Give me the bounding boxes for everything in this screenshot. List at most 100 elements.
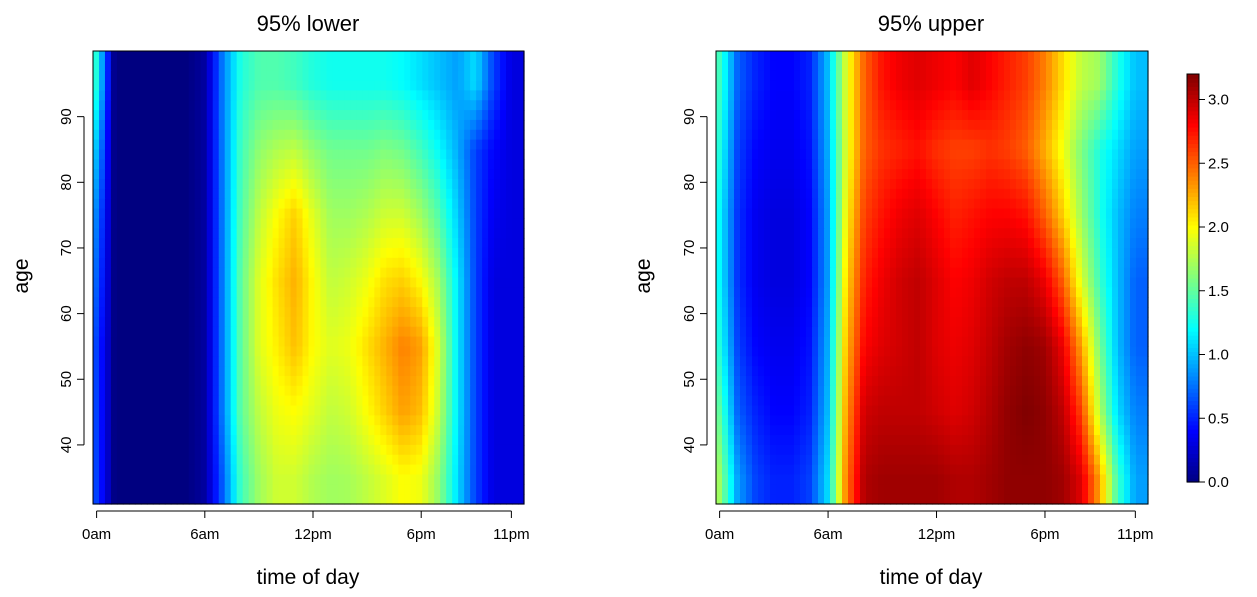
heatmap-cell xyxy=(878,129,885,141)
heatmap-cell xyxy=(422,247,429,259)
heatmap-cell xyxy=(902,129,909,141)
heatmap-cell xyxy=(1130,139,1137,151)
heatmap-cell xyxy=(344,238,352,249)
heatmap-cell xyxy=(470,385,477,397)
heatmap-cell xyxy=(728,119,735,131)
heatmap-cell xyxy=(224,110,232,121)
heatmap-cell xyxy=(116,198,124,210)
heatmap-cell xyxy=(1046,198,1053,210)
heatmap-cell xyxy=(128,435,136,446)
heatmap-cell xyxy=(794,169,801,180)
heatmap-cell xyxy=(248,346,256,357)
heatmap-cell xyxy=(446,425,453,436)
heatmap-cell xyxy=(93,247,100,259)
heatmap-cell xyxy=(404,60,411,72)
heatmap-cell xyxy=(884,228,891,239)
heatmap-cell xyxy=(308,464,316,476)
heatmap-cell xyxy=(278,385,286,397)
heatmap-cell xyxy=(368,366,375,377)
heatmap-cell xyxy=(380,60,387,72)
heatmap-cell xyxy=(98,297,106,308)
heatmap-cell xyxy=(728,100,735,111)
heatmap-cell xyxy=(1094,218,1101,229)
heatmap-cell xyxy=(380,336,387,348)
heatmap-cell xyxy=(1094,267,1101,279)
heatmap-cell xyxy=(344,70,352,82)
heatmap-cell xyxy=(398,188,405,200)
heatmap-cell xyxy=(494,454,501,466)
heatmap-cell xyxy=(464,257,471,269)
heatmap-cell xyxy=(392,267,399,279)
heatmap-cell xyxy=(134,139,142,151)
heatmap-cell xyxy=(248,464,256,476)
heatmap-cell xyxy=(218,356,226,367)
heatmap-cell xyxy=(356,454,363,466)
heatmap-cell xyxy=(848,228,855,239)
heatmap-cell xyxy=(440,346,447,357)
heatmap-cell xyxy=(1130,257,1137,269)
heatmap-cell xyxy=(344,208,352,220)
heatmap-cell xyxy=(392,238,399,249)
heatmap-cell xyxy=(434,385,441,397)
heatmap-cell xyxy=(164,228,172,239)
heatmap-cell xyxy=(98,385,106,397)
heatmap-cell xyxy=(116,267,124,279)
heatmap-cell xyxy=(1028,159,1035,170)
heatmap-cell xyxy=(392,435,399,446)
heatmap-cell xyxy=(104,494,112,505)
heatmap-cell xyxy=(446,375,453,387)
heatmap-cell xyxy=(494,405,501,416)
heatmap-cell xyxy=(146,267,154,279)
heatmap-cell xyxy=(950,110,957,121)
heatmap-cell xyxy=(278,208,286,220)
heatmap-cell xyxy=(488,464,495,476)
heatmap-cell xyxy=(134,129,142,141)
heatmap-cell xyxy=(236,139,244,151)
heatmap-cell xyxy=(722,179,729,190)
heatmap-cell xyxy=(464,208,471,220)
heatmap-cell xyxy=(140,316,148,328)
heatmap-cell xyxy=(350,159,357,170)
heatmap-cell xyxy=(308,494,316,505)
heatmap-cell xyxy=(452,159,459,170)
heatmap-cell xyxy=(512,228,519,239)
heatmap-cell xyxy=(356,257,363,269)
heatmap-cell xyxy=(320,336,328,348)
heatmap-cell xyxy=(152,297,160,308)
heatmap-cell xyxy=(158,257,166,269)
heatmap-cell xyxy=(110,287,118,298)
heatmap-cell xyxy=(146,395,154,407)
heatmap-cell xyxy=(218,169,226,180)
heatmap-cell xyxy=(392,425,399,436)
heatmap-cell xyxy=(368,218,375,229)
heatmap-cell xyxy=(854,257,861,269)
heatmap-cell xyxy=(248,198,256,210)
heatmap-cell xyxy=(860,149,867,160)
heatmap-cell xyxy=(1124,188,1131,200)
heatmap-cell xyxy=(1016,129,1023,141)
heatmap-cell xyxy=(722,149,729,160)
heatmap-cell xyxy=(440,415,447,426)
heatmap-cell xyxy=(326,494,334,505)
heatmap-cell xyxy=(446,238,453,249)
heatmap-cell xyxy=(494,395,501,407)
heatmap-cell xyxy=(458,80,465,91)
heatmap-cell xyxy=(1010,60,1017,72)
heatmap-cell xyxy=(1058,218,1065,229)
heatmap-cell xyxy=(104,228,112,239)
heatmap-cell xyxy=(218,110,226,121)
heatmap-cell xyxy=(830,208,837,220)
heatmap-cell xyxy=(764,218,771,229)
heatmap-cell xyxy=(302,218,310,229)
heatmap-cell xyxy=(152,336,160,348)
heatmap-cell xyxy=(464,474,471,485)
heatmap-cell xyxy=(392,395,399,407)
heatmap-cell xyxy=(158,366,166,377)
heatmap-cell xyxy=(176,238,184,249)
heatmap-cell xyxy=(758,100,765,111)
heatmap-cell xyxy=(290,90,298,101)
heatmap-cell xyxy=(104,375,112,387)
heatmap-cell xyxy=(1034,179,1041,190)
heatmap-cell xyxy=(974,198,981,210)
heatmap-cell xyxy=(770,218,777,229)
